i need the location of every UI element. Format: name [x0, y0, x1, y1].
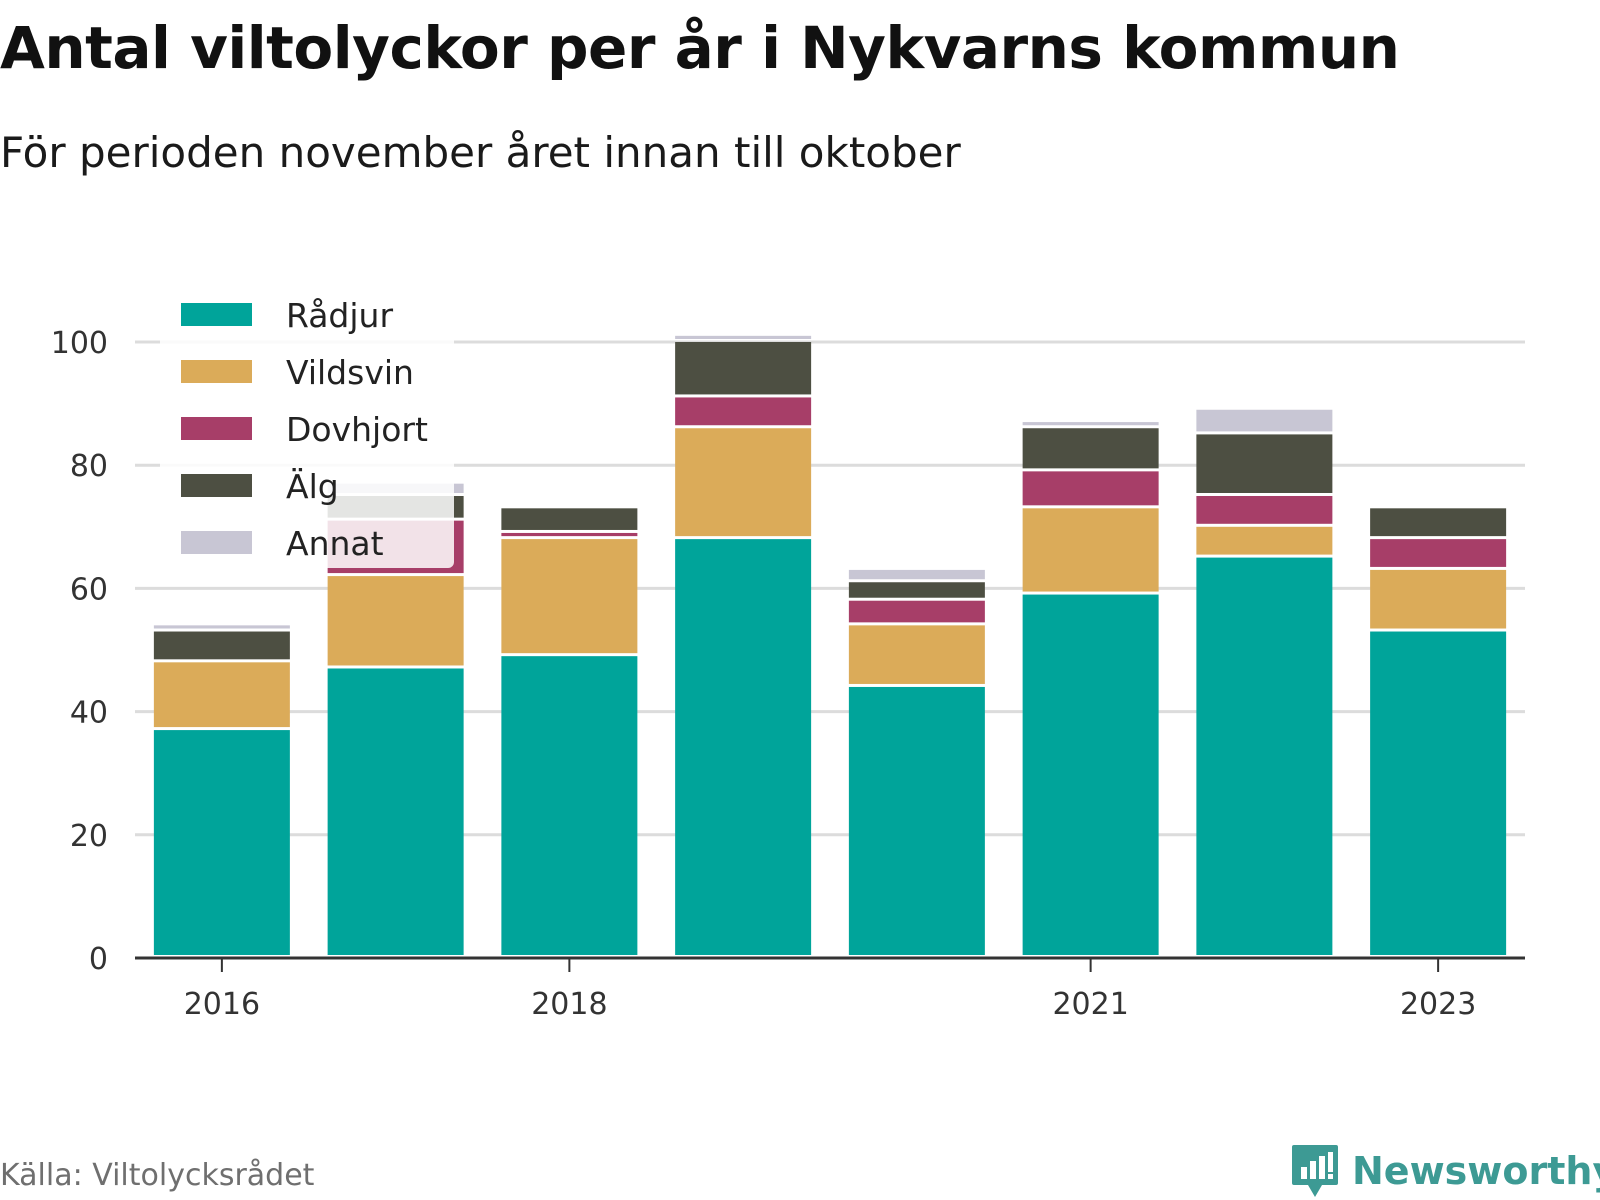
bar-segment [675, 342, 812, 395]
bar-segment [848, 600, 985, 623]
bar-stack [1370, 508, 1507, 955]
bar-segment [1370, 508, 1507, 537]
y-tick-label: 20 [70, 819, 108, 854]
legend: Rådjur Vildsvin Dovhjort Älg Annat [160, 280, 454, 568]
bar-segment [327, 668, 464, 955]
bar-segment [153, 625, 290, 629]
legend-swatch [181, 417, 252, 440]
bar-segment [501, 539, 638, 654]
bar-segment [1022, 428, 1159, 469]
chart-title: Antal viltolyckor per år i Nykvarns komm… [0, 14, 1400, 82]
bar-stack [848, 569, 985, 955]
x-tick-label: 2016 [184, 987, 260, 1022]
legend-swatch [181, 303, 252, 326]
bar-segment [153, 631, 290, 660]
brand-logo: Newsworthy [1290, 1143, 1600, 1199]
bar-stack [153, 625, 290, 955]
legend-label: Dovhjort [286, 410, 428, 449]
legend-label: Älg [286, 467, 339, 506]
chart-subtitle: För perioden november året innan till ok… [0, 128, 961, 177]
bar-segment [675, 539, 812, 955]
bar-segment [1370, 539, 1507, 567]
bar-segment [848, 569, 985, 580]
source-note: Källa: Viltolycksrådet [0, 1158, 315, 1193]
bar-segment [1196, 409, 1333, 432]
y-tick-label: 80 [70, 449, 108, 484]
bar-segment [1022, 471, 1159, 506]
y-tick-label: 0 [89, 942, 108, 977]
bar-segment [675, 335, 812, 339]
bar-segment [675, 397, 812, 426]
bar-segment [501, 656, 638, 955]
bar-segment [848, 625, 985, 684]
bar-stack [501, 508, 638, 955]
legend-swatch [181, 531, 252, 554]
y-tick-label: 60 [70, 572, 108, 607]
legend-label: Rådjur [286, 296, 393, 335]
legend-label: Annat [286, 524, 384, 563]
bar-segment [153, 730, 290, 955]
x-tick-label: 2023 [1400, 987, 1476, 1022]
x-tick-label: 2018 [531, 987, 607, 1022]
bar-segment [848, 686, 985, 955]
y-tick-label: 40 [70, 696, 108, 731]
bar-segment [327, 576, 464, 666]
x-tick-label: 2021 [1052, 987, 1128, 1022]
legend-label: Vildsvin [286, 353, 414, 392]
bar-segment [1022, 594, 1159, 955]
bar-segment [1196, 526, 1333, 555]
bar-segment [501, 508, 638, 530]
bar-segment [1196, 434, 1333, 493]
bar-segment [1196, 496, 1333, 524]
bar-segment [675, 428, 812, 537]
bar-segment [501, 532, 638, 537]
newsworthy-logo-icon [1292, 1145, 1338, 1197]
legend-swatch [181, 474, 252, 497]
bar-segment [1370, 631, 1507, 955]
bar-stack [1196, 409, 1333, 955]
axes: 0 20 40 60 80 100 2016 2018 2021 2023 [51, 326, 1525, 1022]
bar-segment [1370, 569, 1507, 629]
bar-stack [675, 335, 812, 955]
bar-stacks [153, 335, 1507, 955]
legend-swatch [181, 360, 252, 383]
bar-segment [1196, 557, 1333, 955]
stacked-bar-chart: 0 20 40 60 80 100 2016 2018 2021 2023 Rådjur Vilds… [50, 280, 1525, 1022]
bar-segment [153, 662, 290, 728]
y-tick-label: 100 [51, 326, 108, 361]
bar-segment [1022, 508, 1159, 592]
brand-name: Newsworthy [1352, 1149, 1600, 1193]
bar-segment [848, 582, 985, 598]
bar-segment [1022, 422, 1159, 426]
bar-stack [1022, 422, 1159, 955]
